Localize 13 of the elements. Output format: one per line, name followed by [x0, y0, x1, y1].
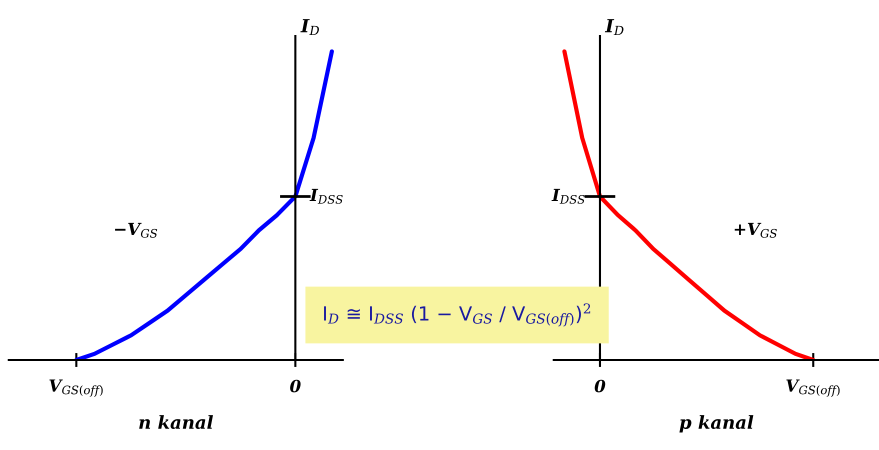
annotation: −V$_{GS}$: [115, 222, 158, 238]
x-tick-label: 0: [290, 380, 301, 392]
annotation: I$_{DSS}$: [552, 188, 585, 204]
x-tick-label: V$_{GS(off)}$: [49, 379, 103, 397]
x-axis-title: n kanal: [139, 415, 213, 430]
annotation: +V$_{GS}$: [734, 222, 777, 238]
x-tick-label: 0: [594, 380, 606, 392]
y-axis-title: I$_{D}$: [300, 19, 319, 36]
x-axis-title: p kanal: [679, 415, 754, 433]
x-tick-label: V$_{GS(off)}$: [786, 379, 840, 397]
text: I$_{D}$ ≅ I$_{DSS}$ (1 − V$_{GS}$ / V$_{GS(off)}$)$^{2}$: [324, 303, 590, 326]
y-axis-title: I$_{D}$: [604, 19, 624, 36]
annotation: I$_{DSS}$: [310, 188, 343, 204]
